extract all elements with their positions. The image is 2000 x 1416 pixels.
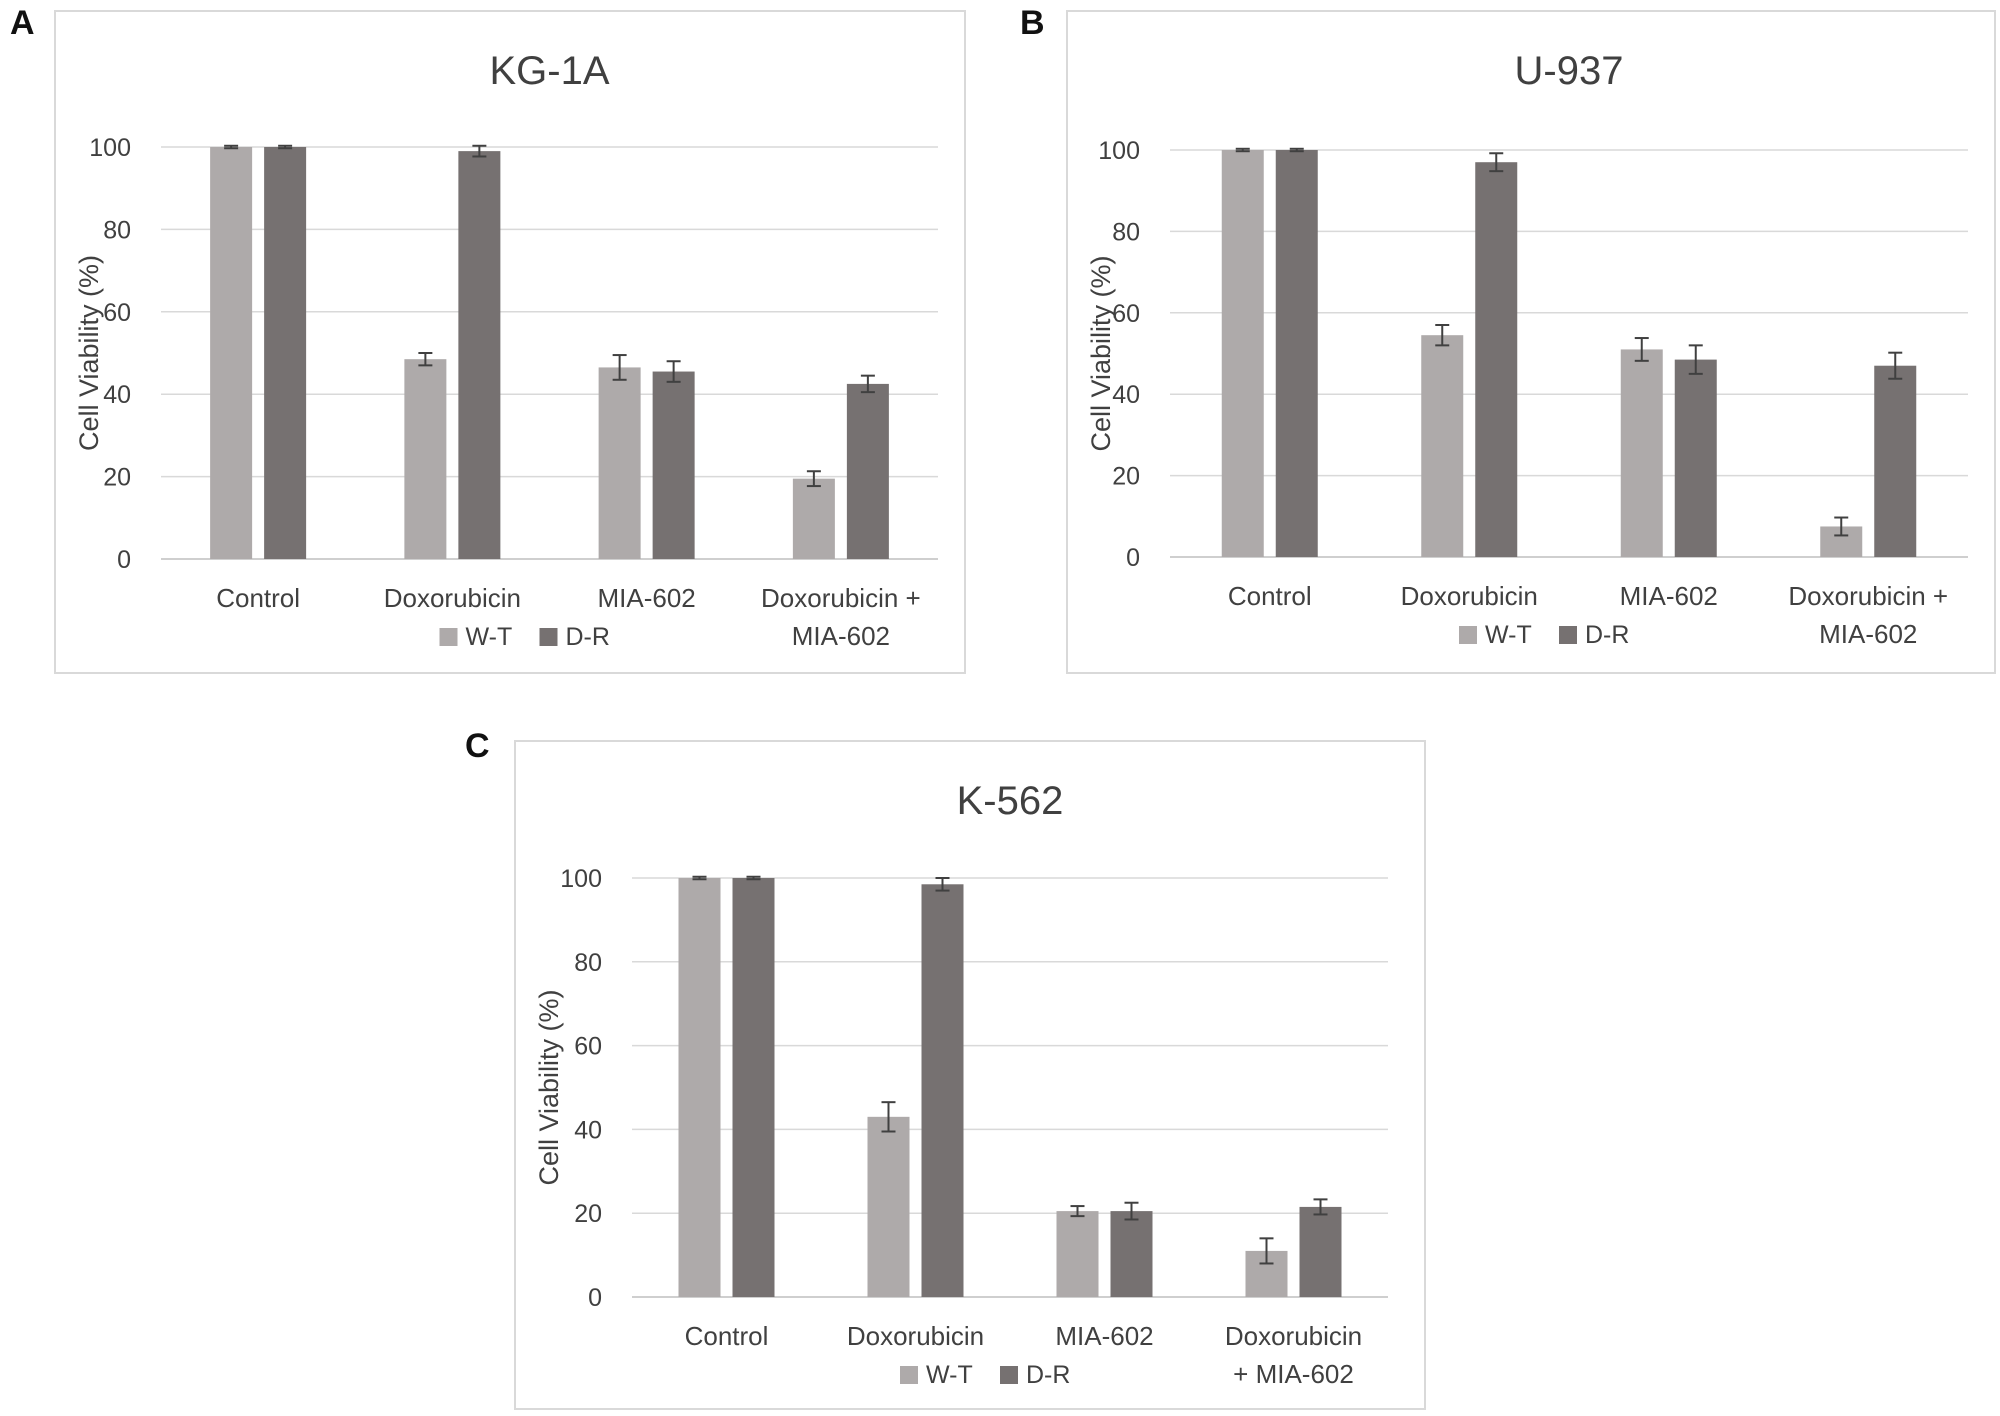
bar (1056, 1211, 1099, 1297)
legend-swatch (1559, 626, 1577, 644)
legend-label: W-T (466, 623, 513, 651)
y-tick-label: 20 (574, 1200, 602, 1228)
y-axis-label: Cell Viability (%) (534, 989, 564, 1185)
bar (1674, 359, 1717, 557)
y-tick-label: 80 (1112, 218, 1140, 246)
bar (1275, 150, 1318, 557)
bar (1620, 349, 1663, 557)
legend-label: D-R (566, 623, 610, 651)
legend-swatch (1000, 1366, 1018, 1384)
bar (1475, 162, 1518, 557)
y-tick-label: 100 (1098, 137, 1140, 165)
bar (1874, 365, 1917, 557)
chart-u937: U-937 0 20 40 60 80 100 Cell Viability (%) Contr… (1086, 49, 1968, 649)
bar (1421, 335, 1464, 557)
panel-letter-b: B (1020, 4, 1045, 42)
y-tick-label: 60 (103, 299, 131, 327)
x-tick-label: Doxorubicin (1401, 581, 1538, 611)
y-tick-label: 0 (117, 546, 131, 574)
x-tick-label: Control (685, 1321, 769, 1351)
x-tick-label: Doxorubicin + (1788, 581, 1948, 611)
bar (1110, 1211, 1153, 1297)
bar (792, 478, 835, 559)
y-axis-label: Cell Viability (%) (74, 255, 104, 451)
y-tick-label: 80 (574, 949, 602, 977)
legend-label: W-T (926, 1361, 973, 1389)
x-tick-label: Control (1228, 581, 1312, 611)
x-tick-label: Control (216, 583, 300, 613)
x-tick-label: Doxorubicin (847, 1321, 984, 1351)
x-tick-label: Doxorubicin (1225, 1321, 1362, 1351)
y-tick-label: 40 (1112, 381, 1140, 409)
legend-label: D-R (1585, 621, 1629, 649)
bar (458, 151, 501, 559)
legend-swatch (439, 628, 458, 646)
panel-letter-c: C (465, 727, 490, 765)
panel-letter-a: A (10, 4, 35, 42)
legend-swatch (539, 628, 558, 646)
legend-label: W-T (1485, 621, 1532, 649)
bar (846, 383, 889, 559)
y-tick-label: 20 (1112, 463, 1140, 491)
bar (1221, 150, 1264, 557)
legend-swatch (1459, 626, 1477, 644)
y-tick-label: 0 (588, 1284, 602, 1312)
bar (404, 359, 447, 559)
x-tick-label: MIA-602 (597, 583, 695, 613)
y-tick-label: 0 (1126, 544, 1140, 572)
chart-panel-u937: U-937 0 20 40 60 80 100 Cell Viability (%) Contr… (1066, 10, 1996, 674)
bar (867, 1116, 910, 1297)
bar (264, 147, 307, 559)
chart-panel-kg1a: KG-1A 0 20 40 60 80 100 Cell Viability (%) Contr… (54, 10, 966, 674)
y-tick-label: 60 (574, 1033, 602, 1061)
y-tick-label: 40 (103, 381, 131, 409)
legend-swatch (900, 1366, 918, 1384)
y-tick-label: 20 (103, 464, 131, 492)
x-tick-label: + MIA-602 (1233, 1359, 1354, 1389)
chart-title: U-937 (1515, 49, 1624, 93)
y-tick-label: 40 (574, 1116, 602, 1144)
chart-panel-k562: K-562 0 20 40 60 80 100 Cell Viability (%) Contr… (514, 740, 1426, 1410)
legend-label: D-R (1026, 1361, 1070, 1389)
bar (732, 878, 775, 1297)
bar (921, 884, 964, 1297)
x-tick-label: MIA-602 (792, 621, 890, 651)
bar (678, 878, 721, 1297)
x-tick-label: MIA-602 (1055, 1321, 1153, 1351)
y-tick-label: 80 (103, 216, 131, 244)
y-tick-label: 100 (560, 865, 602, 893)
x-tick-label: Doxorubicin (384, 583, 521, 613)
bar (1299, 1206, 1342, 1297)
x-tick-label: Doxorubicin + (761, 583, 921, 613)
y-tick-label: 100 (89, 134, 131, 162)
chart-title: K-562 (957, 779, 1064, 823)
x-tick-label: MIA-602 (1819, 619, 1917, 649)
bar (652, 371, 695, 559)
y-tick-label: 60 (1112, 300, 1140, 328)
x-tick-label: MIA-602 (1620, 581, 1718, 611)
bar (598, 367, 641, 559)
bar (210, 147, 253, 559)
chart-k562: K-562 0 20 40 60 80 100 Cell Viability (%) Contr… (534, 779, 1388, 1389)
chart-kg1a: KG-1A 0 20 40 60 80 100 Cell Viability (%) Contr… (74, 49, 938, 651)
chart-title: KG-1A (489, 49, 609, 93)
y-axis-label: Cell Viability (%) (1086, 255, 1116, 451)
